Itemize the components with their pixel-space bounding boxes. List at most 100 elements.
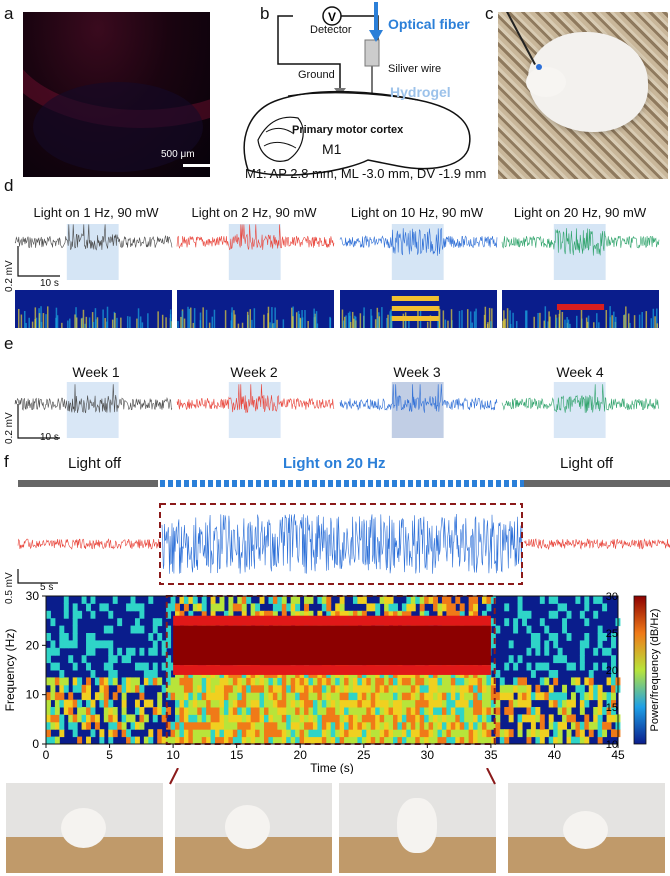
light-off-bar-left [18, 480, 158, 487]
light-pulse [240, 480, 245, 487]
light-on-label: Light on 20 Hz [283, 455, 386, 472]
detector-label: Detector [310, 24, 352, 36]
y-axis-label: Frequency (Hz) [3, 629, 17, 712]
week-light-window [553, 382, 606, 438]
light-pulse [424, 480, 429, 487]
condition-label-1hz: Light on 1 Hz, 90 mW [33, 205, 159, 220]
light-pulse [296, 480, 301, 487]
f-trace-pre [17, 538, 161, 550]
light-pulse [408, 480, 413, 487]
hydrogel-label: Hydrogel [390, 84, 451, 100]
rat-photo-before [6, 783, 163, 873]
x-tick-label: 20 [294, 748, 308, 762]
panel-letter-a: a [4, 4, 14, 23]
trace-3 [501, 228, 660, 256]
y-tick-label: 0 [32, 737, 39, 751]
panel-letter-f: f [4, 452, 9, 471]
plot-frame [45, 595, 619, 745]
panel-letter-c: c [485, 4, 494, 23]
f-scale-bar [17, 569, 58, 584]
spectrogram-0 [15, 290, 172, 328]
fluorescence-image: 500 μm [23, 12, 210, 177]
light-off-bar-right [524, 480, 670, 487]
week-label-1: Week 1 [72, 364, 120, 380]
x-tick-label: 40 [548, 748, 562, 762]
light-pulse [288, 480, 293, 487]
rat-photo-stim-2 [339, 783, 496, 873]
light-pulse [168, 480, 173, 487]
light-pulse [328, 480, 333, 487]
light-on-window [228, 224, 281, 280]
x-tick-label: 30 [421, 748, 435, 762]
x-tick-label: 15 [230, 748, 244, 762]
x-tick-label: 45 [611, 748, 625, 762]
stim-band-20hz [173, 625, 491, 666]
voltmeter-icon [322, 6, 342, 26]
light-pulse [200, 480, 205, 487]
light-pulse [456, 480, 461, 487]
light-pulse [192, 480, 197, 487]
light-pulse [216, 480, 221, 487]
d-scale-time: 10 s [40, 278, 59, 289]
light-pulse [360, 480, 365, 487]
light-pulse [320, 480, 325, 487]
light-pulse [472, 480, 477, 487]
y-tick-label: 30 [26, 589, 40, 603]
light-pulse [432, 480, 437, 487]
y-tick-label: 10 [26, 688, 40, 702]
light-pulse [208, 480, 213, 487]
light-pulse [256, 480, 261, 487]
x-tick-label: 25 [357, 748, 371, 762]
rat-photo-after [508, 783, 665, 873]
spectrogram-3 [502, 290, 659, 328]
x-tick-label: 0 [43, 748, 50, 762]
x-tick-label: 10 [166, 748, 180, 762]
brain-outline [243, 90, 471, 176]
e-scale-bar [17, 404, 60, 439]
condition-label-20hz: Light on 20 Hz, 90 mW [513, 205, 647, 220]
y-tick-label: 20 [26, 638, 40, 652]
f-trace-post [523, 538, 670, 551]
condition-label-10hz: Light on 10 Hz, 90 mW [350, 205, 484, 220]
rat-photo [498, 12, 668, 179]
x-axis-label: Time (s) [310, 761, 354, 774]
trace-1 [176, 224, 335, 251]
voltmeter-symbol: V [328, 10, 336, 24]
e-traces [14, 382, 660, 439]
trace-0 [14, 224, 173, 251]
condition-label-2hz: Light on 2 Hz, 90 mW [191, 205, 317, 220]
region-label: Primary motor cortex [292, 124, 404, 136]
week-trace-1 [176, 384, 335, 414]
light-pulse [224, 480, 229, 487]
f-spectrogram-chart: 0 5 10 15 20 25 30 35 40 45 0 10 20 30 Time (s) Frequen… [3, 589, 661, 774]
light-pulse [384, 480, 389, 487]
week-trace-2 [339, 384, 498, 413]
light-pulse [176, 480, 181, 487]
panel-letter-e: e [4, 334, 14, 353]
d-spectrograms [15, 290, 659, 328]
light-pulse [440, 480, 445, 487]
setup-schematic: V [243, 2, 471, 176]
d-traces [14, 224, 660, 280]
light-pulse [448, 480, 453, 487]
f-trace-stim [161, 513, 523, 574]
light-pulse [312, 480, 317, 487]
light-pulse [488, 480, 493, 487]
f-scale-time: 5 s [40, 582, 54, 593]
light-pulse [232, 480, 237, 487]
week-trace-0 [14, 384, 173, 414]
colorbar-tick-label: 25 [606, 628, 618, 640]
cerebellum [257, 116, 304, 162]
optical-fiber-label: Optical fiber [388, 16, 470, 32]
colorbar [633, 595, 647, 745]
light-pulse [304, 480, 309, 487]
stim-dashed-box [159, 503, 523, 585]
light-pulse [264, 480, 269, 487]
week-label-2: Week 2 [230, 364, 278, 380]
photo-connectors [169, 768, 496, 785]
light-pulse [368, 480, 373, 487]
light-off-right-label: Light off [560, 455, 614, 472]
x-tick-label: 35 [484, 748, 498, 762]
light-pulse [392, 480, 397, 487]
d-scale-bar [17, 246, 60, 277]
